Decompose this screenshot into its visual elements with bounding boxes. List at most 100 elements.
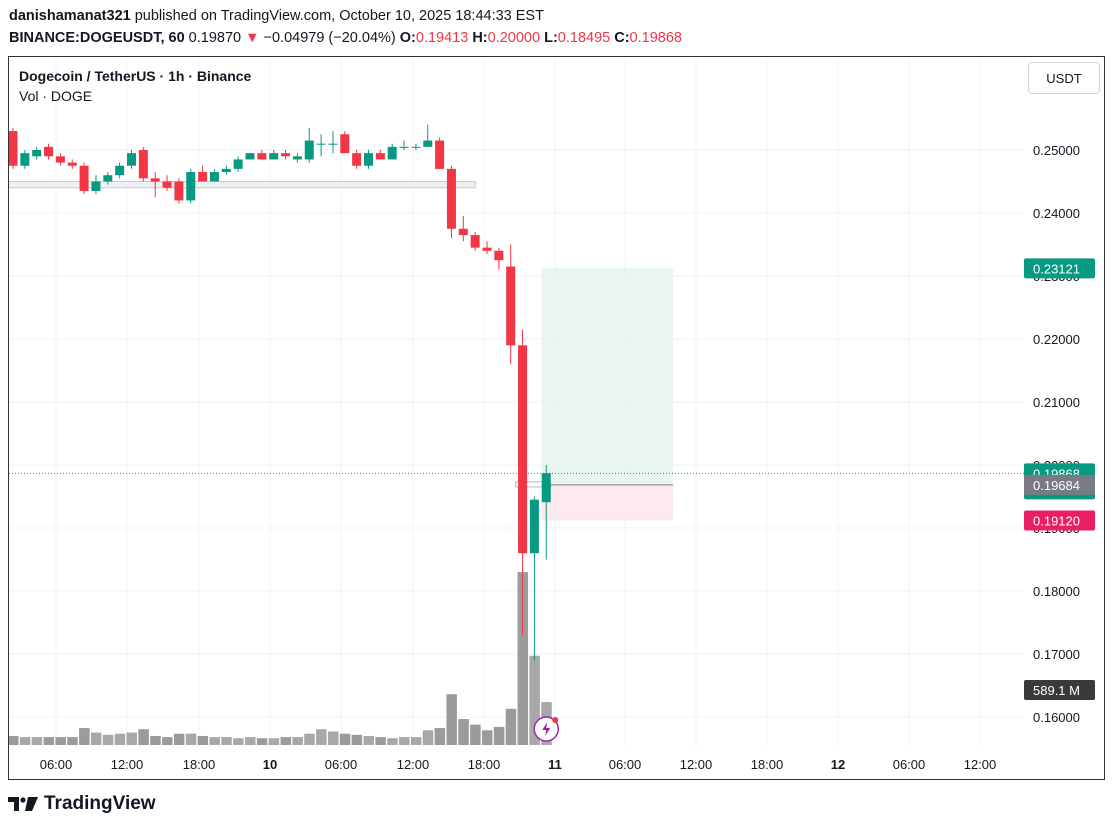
candle-body[interactable] bbox=[446, 168, 456, 229]
volume-bar bbox=[410, 737, 422, 745]
candle-body[interactable] bbox=[127, 153, 136, 166]
candle-body[interactable] bbox=[67, 162, 77, 166]
target-zone[interactable] bbox=[541, 268, 673, 485]
candle-body[interactable] bbox=[423, 140, 433, 147]
support-zone[interactable] bbox=[9, 181, 476, 189]
candle-body[interactable] bbox=[541, 473, 551, 503]
volume-bar bbox=[505, 708, 517, 745]
candle-body[interactable] bbox=[340, 134, 350, 154]
volume-bar bbox=[55, 737, 66, 745]
volume-bar bbox=[470, 724, 481, 745]
candle-body[interactable] bbox=[103, 175, 113, 182]
candle-body[interactable] bbox=[399, 146, 409, 148]
x-tick-label: 06:00 bbox=[609, 757, 642, 772]
volume-bar bbox=[185, 733, 197, 745]
candle-body[interactable] bbox=[506, 266, 516, 346]
currency-button[interactable]: USDT bbox=[1028, 62, 1100, 94]
high-value: 0.20000 bbox=[487, 30, 541, 46]
volume-bar bbox=[221, 737, 232, 745]
candle-body[interactable] bbox=[174, 181, 184, 201]
candle-body[interactable] bbox=[352, 153, 362, 166]
stop-price-label: 0.19120 bbox=[1033, 513, 1080, 528]
candle-body[interactable] bbox=[364, 153, 373, 166]
legend-volume[interactable]: Vol · DOGE bbox=[19, 88, 93, 104]
candle-body[interactable] bbox=[186, 172, 196, 201]
candle-body[interactable] bbox=[55, 156, 65, 163]
candle-body[interactable] bbox=[138, 150, 148, 179]
y-tick-label: 0.22000 bbox=[1033, 332, 1080, 347]
legend-title[interactable]: Dogecoin / TetherUS · 1h · Binance bbox=[19, 68, 252, 84]
tradingview-logo: TradingView bbox=[8, 793, 156, 815]
candle-body[interactable] bbox=[387, 146, 397, 160]
volume-label-bg bbox=[1024, 680, 1095, 700]
volume-bar bbox=[102, 734, 114, 745]
volume-bar bbox=[363, 735, 374, 745]
candle-body[interactable] bbox=[221, 168, 231, 173]
volume-bar bbox=[339, 733, 351, 745]
brand-name: TradingView bbox=[44, 793, 156, 814]
candle-body[interactable] bbox=[91, 181, 101, 191]
event-dot bbox=[552, 717, 559, 723]
candle-body[interactable] bbox=[328, 143, 338, 145]
candle-body[interactable] bbox=[20, 153, 30, 166]
candle-body[interactable] bbox=[162, 181, 172, 188]
candle-body[interactable] bbox=[32, 150, 42, 157]
ohlc-line: BINANCE:DOGEUSDT, 60 0.19870 ▼ −0.04979 … bbox=[9, 30, 682, 46]
candle-body[interactable] bbox=[529, 499, 539, 554]
open-label: O: bbox=[399, 30, 416, 46]
candle-body[interactable] bbox=[375, 153, 385, 160]
y-tick-label: 0.18000 bbox=[1033, 584, 1080, 599]
candle-body[interactable] bbox=[518, 345, 528, 554]
candle-body[interactable] bbox=[269, 153, 279, 160]
candle-body[interactable] bbox=[209, 172, 219, 182]
candle-body[interactable] bbox=[281, 153, 291, 157]
candle-body[interactable] bbox=[115, 165, 125, 176]
candle-body[interactable] bbox=[304, 140, 314, 160]
candle-body[interactable] bbox=[233, 159, 243, 169]
candle-body[interactable] bbox=[482, 247, 492, 251]
close-label: C: bbox=[614, 30, 630, 46]
volume-bar bbox=[422, 730, 434, 745]
candle-body[interactable] bbox=[245, 153, 255, 160]
open-value: 0.19413 bbox=[415, 30, 469, 46]
candle-body[interactable] bbox=[150, 178, 160, 182]
volume-bar bbox=[43, 737, 55, 745]
y-tick-label: 0.21000 bbox=[1033, 395, 1080, 410]
stop-zone[interactable] bbox=[541, 484, 673, 521]
author-name[interactable]: danishamanat321 bbox=[9, 8, 131, 24]
volume-bar bbox=[327, 731, 339, 745]
low-value: 0.18495 bbox=[557, 30, 611, 46]
price-change: −0.04979 (−20.04%) bbox=[263, 30, 396, 46]
volume-bar bbox=[482, 730, 493, 745]
volume-bar bbox=[316, 729, 327, 745]
volume-bar bbox=[351, 734, 363, 745]
x-tick-label: 10 bbox=[263, 757, 277, 772]
candle-body[interactable] bbox=[198, 172, 208, 182]
candle-body[interactable] bbox=[257, 153, 267, 160]
volume-bar bbox=[280, 737, 292, 745]
volume-bar bbox=[79, 728, 90, 745]
target-price-label: 0.23121 bbox=[1033, 261, 1080, 276]
candle-body[interactable] bbox=[292, 156, 302, 160]
volume-bar bbox=[173, 733, 185, 745]
close-value: 0.19868 bbox=[629, 30, 682, 46]
candle-body[interactable] bbox=[79, 165, 89, 191]
candle-body[interactable] bbox=[44, 146, 54, 157]
volume-bar bbox=[114, 733, 126, 745]
volume-bar bbox=[162, 737, 173, 745]
candle-body[interactable] bbox=[458, 228, 468, 236]
low-label: L: bbox=[544, 30, 558, 46]
candle-body[interactable] bbox=[494, 250, 504, 261]
candle-body[interactable] bbox=[435, 140, 445, 169]
candle-body[interactable] bbox=[411, 146, 421, 148]
high-label: H: bbox=[472, 30, 488, 46]
volume-bar bbox=[399, 737, 410, 745]
volume-bar bbox=[529, 655, 540, 745]
candle-body[interactable] bbox=[9, 131, 18, 166]
y-tick-label: 0.17000 bbox=[1033, 647, 1080, 662]
volume-bar bbox=[245, 737, 256, 745]
candle-body[interactable] bbox=[470, 235, 480, 248]
x-tick-label: 06:00 bbox=[40, 757, 73, 772]
candle-body[interactable] bbox=[316, 143, 326, 145]
price-chart[interactable]: 0.250000.240000.230000.220000.210000.200… bbox=[9, 57, 1104, 779]
